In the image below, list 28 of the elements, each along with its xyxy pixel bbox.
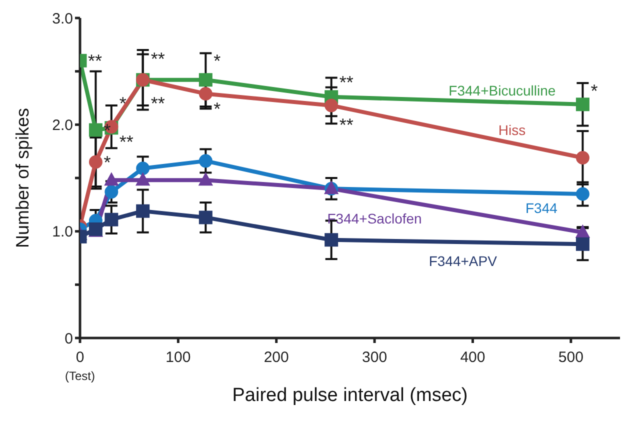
series-label: F344+Saclofen [327, 210, 422, 227]
x-axis-title: Paired pulse interval (msec) [232, 385, 468, 406]
x-tick-label: 400 [460, 349, 486, 366]
annotation: * [590, 80, 598, 101]
annotation: ** [339, 72, 354, 92]
annotation: ** [150, 94, 165, 114]
x-tick-label: 0 (Test) [65, 349, 96, 383]
x-tick-label: 300 [362, 349, 388, 366]
y-tick-label: 0 [64, 330, 73, 348]
annotation: * [104, 152, 111, 172]
y-axis-title: Number of spikes [12, 108, 32, 248]
series-label: F344+APV [428, 253, 498, 270]
series-label: Hiss [498, 122, 526, 138]
x-tick-label: 100 [166, 349, 191, 366]
series-label: F344 [525, 200, 558, 216]
annotation: ** [88, 51, 102, 72]
y-tick-label: 3.0 [52, 10, 73, 28]
annotation: ** [339, 115, 354, 136]
annotation: * [119, 94, 126, 114]
annotation: ** [119, 132, 134, 152]
series-label: F344+Bicuculline [448, 82, 556, 99]
annotation: ** [150, 48, 165, 69]
y-tick-label: 2.0 [52, 116, 73, 134]
x-tick-label: 200 [264, 349, 289, 366]
y-tick-label: 1.0 [52, 224, 73, 241]
annotation: * [214, 99, 221, 120]
annotation: * [214, 51, 221, 72]
x-tick-label: 500 [558, 349, 584, 366]
